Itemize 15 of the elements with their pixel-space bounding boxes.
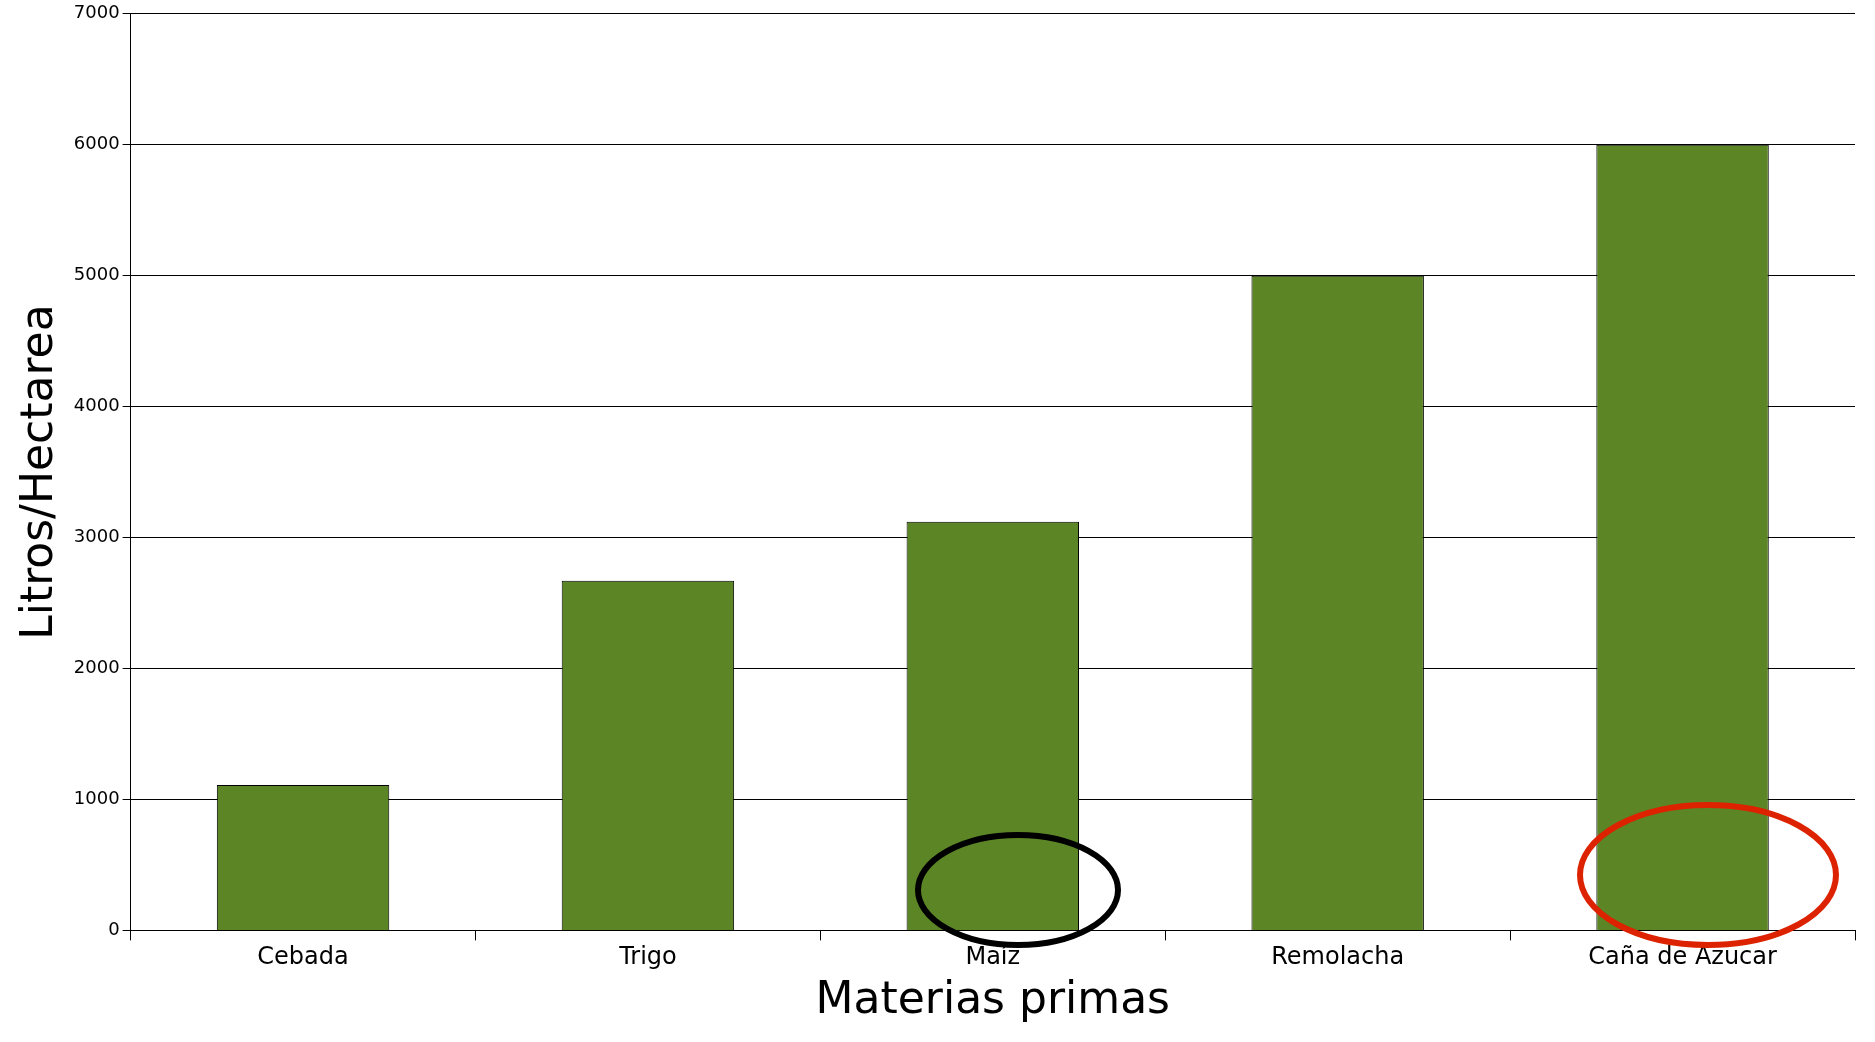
y-tick-label: 1000 — [73, 787, 120, 809]
x-tick-label: Trigo — [618, 942, 677, 971]
y-tick-label: 5000 — [73, 263, 120, 285]
y-tick-label: 6000 — [73, 132, 120, 154]
y-axis-title: Litros/Hectarea — [10, 304, 62, 640]
x-tick-label: Cebada — [257, 942, 349, 971]
x-tick-label: Maíz — [965, 942, 1021, 971]
x-tick-label: Caña de Azucar — [1588, 942, 1778, 971]
y-tick-label: 7000 — [73, 1, 120, 23]
y-tick-label: 2000 — [73, 656, 120, 678]
y-tick-label: 0 — [108, 918, 120, 940]
y-tick-label: 4000 — [73, 394, 120, 416]
x-tick-label: Remolacha — [1271, 942, 1405, 971]
x-axis-title: Materias primas — [815, 972, 1171, 1024]
y-tick-label: 3000 — [73, 525, 120, 547]
